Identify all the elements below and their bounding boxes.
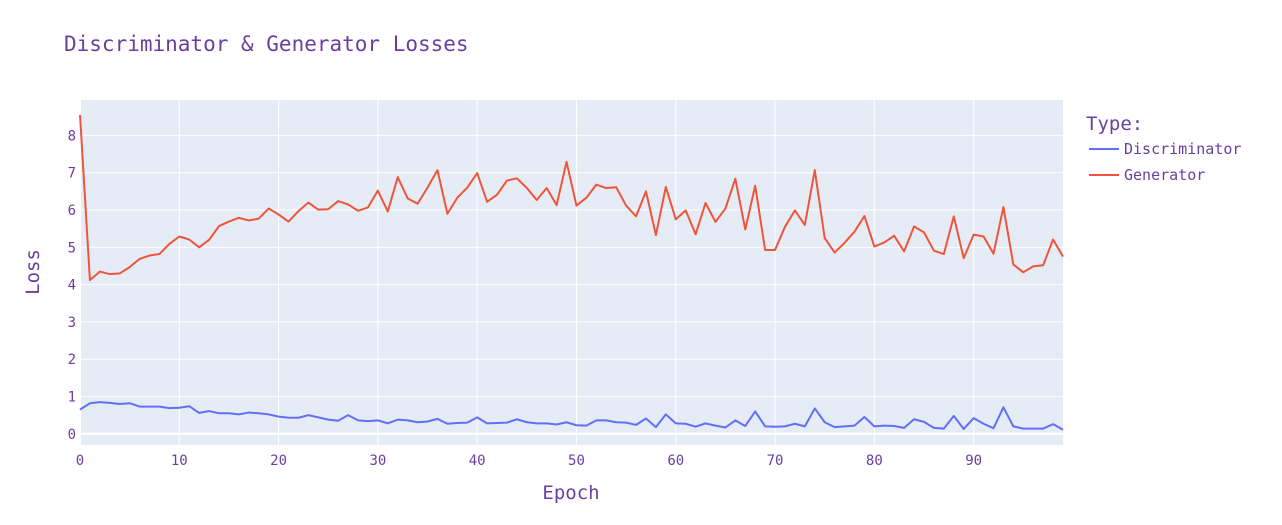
series-layer (79, 114, 1064, 431)
x-tick-label: 50 (568, 453, 585, 469)
x-tick-label: 20 (270, 453, 287, 469)
plot-area (80, 100, 1063, 445)
y-axis-ticks: 0 1 2 3 4 5 6 7 8 (68, 128, 76, 442)
x-tick-label: 10 (171, 453, 188, 469)
x-tick-label: 0 (76, 453, 84, 469)
y-tick-label: 6 (68, 203, 76, 219)
x-tick-label: 40 (469, 453, 486, 469)
y-tick-label: 1 (68, 390, 76, 406)
x-tick-label: 80 (866, 453, 883, 469)
x-tick-label: 30 (369, 453, 386, 469)
series-line-generator (79, 114, 1064, 282)
x-axis-ticks: 0 10 20 30 40 50 60 70 80 90 (76, 453, 982, 469)
y-tick-label: 5 (68, 240, 76, 256)
x-tick-label: 60 (667, 453, 684, 469)
y-tick-label: 8 (68, 128, 76, 144)
chart-title: Discriminator & Generator Losses (64, 32, 469, 56)
legend-label-discriminator: Discriminator (1124, 140, 1241, 158)
y-axis-title: Loss (22, 249, 44, 295)
y-tick-label: 4 (68, 278, 76, 294)
series-line-discriminator (79, 401, 1064, 431)
x-axis-title: Epoch (542, 482, 599, 504)
legend-label-generator: Generator (1124, 166, 1205, 184)
legend-items: Discriminator Generator (1089, 140, 1241, 184)
y-tick-label: 7 (68, 166, 76, 182)
legend-title: Type: (1086, 113, 1143, 135)
y-tick-label: 2 (68, 352, 76, 368)
grid-lines (79, 100, 1063, 445)
y-tick-label: 0 (68, 427, 76, 443)
y-tick-label: 3 (68, 315, 76, 331)
x-tick-label: 70 (767, 453, 784, 469)
legend: Type: Discriminator Generator (1086, 113, 1241, 184)
x-tick-label: 90 (965, 453, 982, 469)
